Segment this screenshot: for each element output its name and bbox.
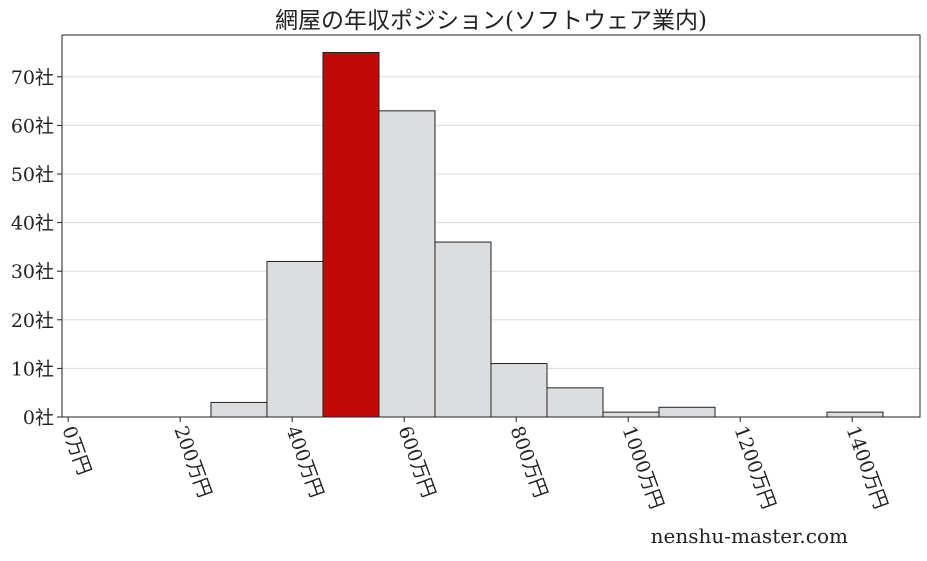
x-tick-label: 400万円 [281,423,327,500]
y-tick-label: 10社 [11,358,54,380]
plot-frame [61,34,921,418]
bar [378,110,436,418]
x-tick-label: 200万円 [169,423,215,500]
bar [658,406,716,418]
bar [434,241,492,418]
bar [826,411,884,418]
y-axis-ticks: 0社 10社 20社 30社 40社 50社 60社 70社 [11,67,62,429]
x-tick-label: 1400万円 [842,423,892,512]
y-tick-label: 30社 [11,261,54,283]
watermark: nenshu-master.com [651,524,848,548]
x-axis-ticks: 0万円 200万円 400万円 600万円 800万円 1000万円 1200万円 1400万… [57,417,892,512]
y-tick-label: 60社 [11,115,54,137]
bar [210,401,268,418]
x-tick-label: 800万円 [506,423,552,500]
y-tick-label: 70社 [11,67,54,89]
y-tick-label: 0社 [23,407,54,429]
bar [490,363,548,418]
bar [602,411,660,418]
x-tick-label: 0万円 [57,423,95,478]
x-tick-label: 1200万円 [730,423,780,512]
chart-title: 網屋の年収ポジション(ソフトウェア業内) [275,8,707,34]
x-tick-label: 1000万円 [618,423,668,512]
y-tick-label: 40社 [11,213,54,235]
bar [266,260,324,418]
y-tick-label: 20社 [11,310,54,332]
bar-highlighted [322,51,380,418]
bars [210,51,884,418]
x-tick-label: 600万円 [393,423,439,500]
y-tick-label: 50社 [11,164,54,186]
bar [546,387,604,418]
